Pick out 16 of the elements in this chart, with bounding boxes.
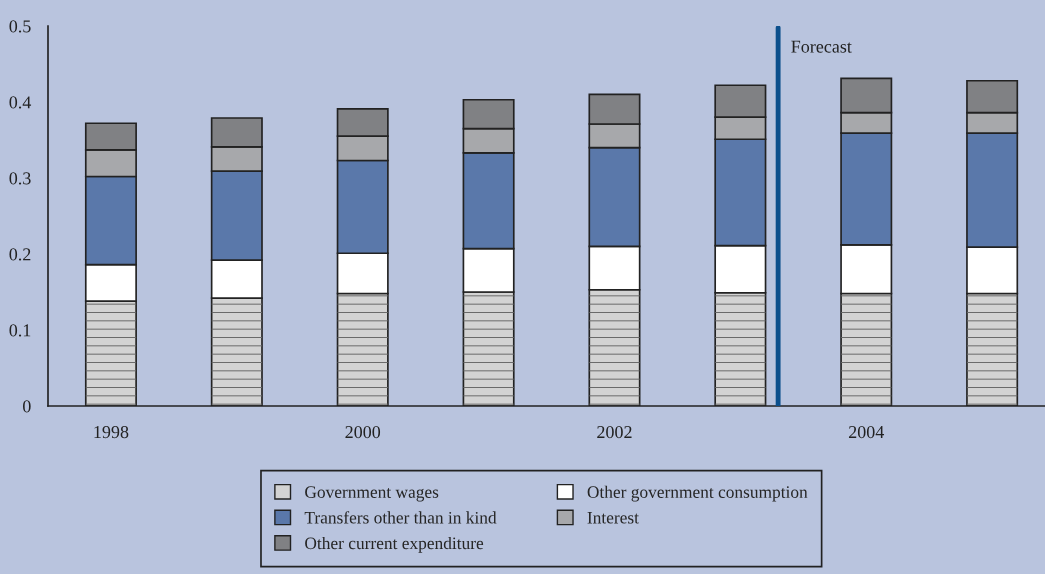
x-tick-label: 2002 (597, 425, 632, 439)
y-tick-label: 0.2 (9, 248, 31, 261)
legend-label: Other government consumption (587, 485, 808, 502)
y-tick-label: 0.3 (9, 172, 31, 185)
y-tick-label: 0.5 (9, 20, 31, 33)
legend-label: Government wages (305, 486, 439, 502)
ref-line-label: Forecast (791, 40, 852, 53)
x-tick-label: 2000 (345, 425, 381, 439)
y-tick-label: 0.4 (9, 96, 32, 109)
x-tick-label: 1998 (94, 425, 129, 439)
legend-label: Transfers other than in kind (304, 511, 497, 524)
legend-label: Other current expenditure (305, 536, 484, 553)
y-tick-label: 0 (22, 400, 31, 413)
x-tick-label: 2004 (848, 425, 885, 439)
legend-label: Interest (587, 512, 639, 524)
y-tick-label: 0.1 (9, 324, 31, 337)
